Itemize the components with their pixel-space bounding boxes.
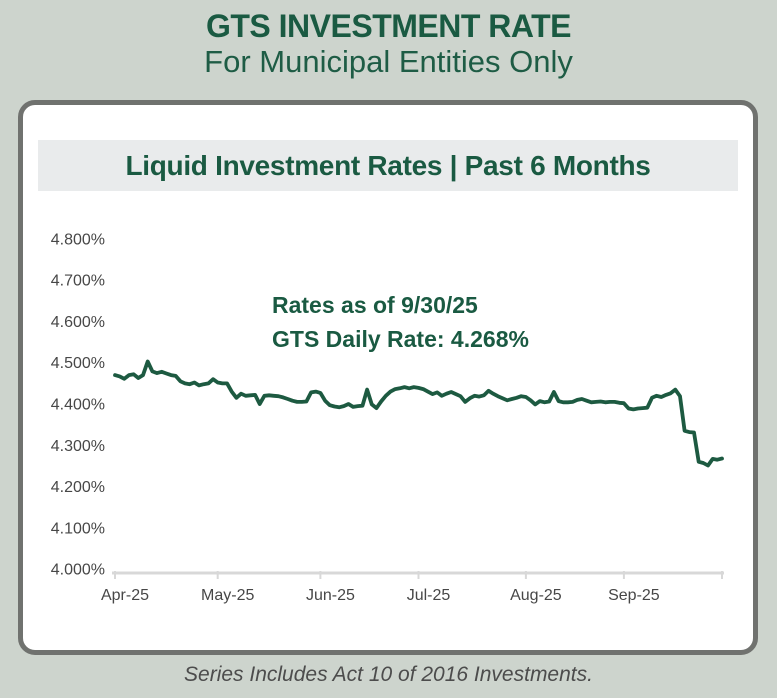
y-tick-label: 4.000% — [51, 562, 105, 579]
page-header: GTS INVESTMENT RATE For Municipal Entiti… — [0, 0, 777, 80]
x-tick-label: Jul-25 — [407, 587, 451, 604]
chart-title-banner: Liquid Investment Rates | Past 6 Months — [38, 140, 738, 191]
rate-line-chart: 4.000% 4.100% 4.200% 4.300% 4.400% 4.500% 4.60… — [51, 232, 724, 604]
page-subtitle: For Municipal Entities Only — [204, 44, 573, 80]
y-tick-label: 4.300% — [51, 438, 105, 455]
y-tick-label: 4.200% — [51, 479, 105, 496]
x-tick-label: May-25 — [201, 587, 254, 604]
rate-card: Liquid Investment Rates | Past 6 Months … — [18, 100, 758, 655]
y-tick-label: 4.100% — [51, 520, 105, 537]
series-line — [113, 359, 724, 468]
y-axis-labels: 4.000% 4.100% 4.200% 4.300% 4.400% 4.500% 4.60… — [51, 232, 105, 579]
footer-note: Series Includes Act 10 of 2016 Investmen… — [184, 663, 593, 686]
y-tick-label: 4.400% — [51, 397, 105, 414]
y-tick-label: 4.800% — [51, 232, 105, 249]
y-tick-label: 4.600% — [51, 314, 105, 331]
x-axis: Apr-25 May-25 Jun-25 Jul-25 Aug-25 Sep-25 — [101, 571, 724, 604]
x-tick-label: Sep-25 — [608, 587, 660, 604]
annotation-daily-rate: GTS Daily Rate: 4.268% — [272, 326, 529, 352]
rate-series-polyline — [113, 359, 724, 468]
y-tick-label: 4.700% — [51, 273, 105, 290]
y-tick-label: 4.500% — [51, 355, 105, 372]
page-title: GTS INVESTMENT RATE — [205, 8, 572, 44]
chart-title: Liquid Investment Rates | Past 6 Months — [125, 150, 651, 181]
x-tick-label: Apr-25 — [101, 587, 149, 604]
x-tick-label: Aug-25 — [510, 587, 562, 604]
annotation-as-of-date: Rates as of 9/30/25 — [272, 292, 478, 318]
x-tick-label: Jun-25 — [306, 587, 355, 604]
